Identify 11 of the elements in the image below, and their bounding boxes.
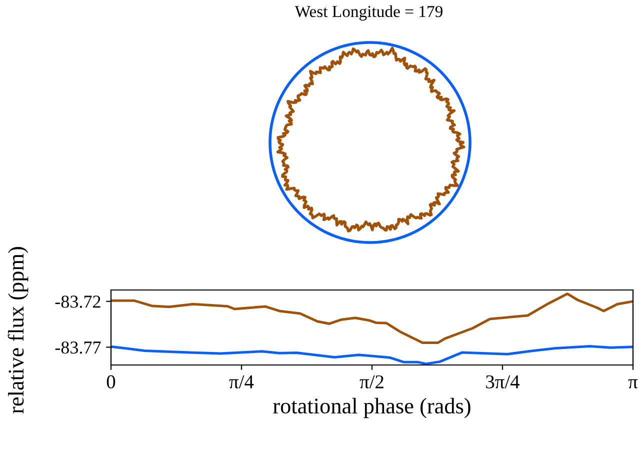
x-tick-label: π/4 xyxy=(229,375,254,388)
x-tick-label: π/2 xyxy=(360,375,384,388)
chart-title: West Longitude = 179 xyxy=(294,5,442,21)
y-tick-label: -83.72 xyxy=(55,296,100,308)
x-tick-label: 3π/4 xyxy=(486,375,520,388)
y-axis-title: relative flux (ppm) xyxy=(8,247,28,414)
x-tick-label: 0 xyxy=(106,375,116,388)
y-tick-label: -83.77 xyxy=(55,341,101,354)
x-axis-title: rotational phase (rads) xyxy=(273,398,470,418)
x-tick-label: π xyxy=(628,379,638,388)
line-series xyxy=(111,292,633,344)
